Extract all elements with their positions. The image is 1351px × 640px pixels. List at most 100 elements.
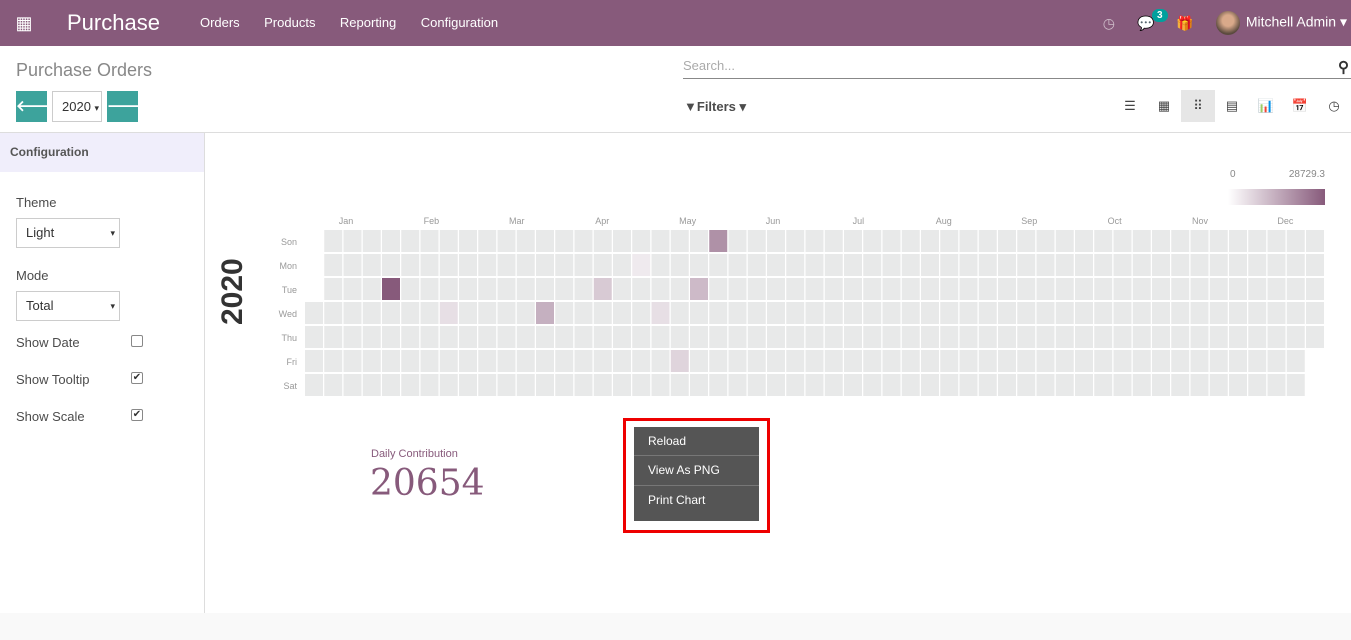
heatmap-cell xyxy=(1094,302,1113,324)
heatmap-cell xyxy=(401,254,420,276)
heatmap-cell xyxy=(1267,350,1286,372)
filter-icon: ▼ xyxy=(684,99,697,114)
messages-icon[interactable]: 💬 3 xyxy=(1137,8,1168,32)
heatmap-cell xyxy=(1171,254,1190,276)
heatmap-cell xyxy=(439,302,458,324)
menu-configuration[interactable]: Configuration xyxy=(420,15,499,30)
graph-view-icon[interactable]: 📊 xyxy=(1257,98,1275,113)
heatmap-cell xyxy=(324,326,343,348)
next-year-button[interactable]: 🡒 xyxy=(107,91,147,122)
heatmap-cell xyxy=(747,302,766,324)
heatmap-cell xyxy=(786,326,805,348)
heatmap-view-icon[interactable]: ⠿ xyxy=(1181,90,1215,122)
heatmap-cell xyxy=(497,230,516,252)
gift-icon[interactable]: 🎁 xyxy=(1176,14,1194,31)
user-menu[interactable]: Mitchell Admin ▾ xyxy=(1215,11,1347,35)
heatmap-cell xyxy=(439,350,458,372)
menu-orders[interactable]: Orders xyxy=(199,15,240,30)
heatmap-cell xyxy=(747,374,766,396)
heatmap-cell xyxy=(439,326,458,348)
heatmap-cell xyxy=(824,230,843,252)
year-select[interactable]: 2020 ▾ xyxy=(52,91,102,122)
heatmap-cell xyxy=(1171,230,1190,252)
calendar-view-icon[interactable]: 📅 xyxy=(1291,98,1309,113)
heatmap-cell xyxy=(1055,302,1074,324)
activity-clock-icon[interactable]: ◷ xyxy=(1102,14,1115,31)
list-view-icon[interactable]: ☰ xyxy=(1124,98,1136,113)
heatmap-cell xyxy=(593,278,612,300)
heatmap-cell xyxy=(690,302,708,324)
heatmap-cell xyxy=(1017,350,1036,372)
heatmap-cell xyxy=(1055,230,1074,252)
heatmap-cell xyxy=(1286,374,1305,396)
search-icon[interactable]: ⚲ xyxy=(1338,59,1349,76)
heatmap-cell xyxy=(613,302,631,324)
heatmap-cell xyxy=(959,254,978,276)
heatmap-cell xyxy=(1113,254,1132,276)
heatmap-cell xyxy=(574,230,593,252)
heatmap-cell xyxy=(767,254,785,276)
heatmap-cell xyxy=(420,278,439,300)
top-navbar: ▦ Purchase Orders Products Reporting Con… xyxy=(0,0,1351,46)
show-date-checkbox[interactable] xyxy=(131,335,143,347)
heatmap-cell xyxy=(324,230,343,252)
heatmap-cell xyxy=(1286,302,1305,324)
heatmap-cell xyxy=(305,326,323,348)
heatmap-cell xyxy=(613,254,631,276)
heatmap-cell xyxy=(709,254,728,276)
heatmap-cell xyxy=(1306,254,1324,276)
daily-contribution-value: 20654 xyxy=(370,463,485,504)
heatmap-cell xyxy=(651,254,670,276)
heatmap-cell xyxy=(1306,326,1324,348)
kanban-view-icon[interactable]: ▦ xyxy=(1157,98,1171,113)
menu-products[interactable]: Products xyxy=(264,15,316,30)
heatmap-cell xyxy=(555,350,574,372)
heatmap-cell xyxy=(478,254,497,276)
heatmap-cell xyxy=(959,350,978,372)
heatmap-cell xyxy=(921,350,939,372)
apps-menu-icon[interactable]: ▦ xyxy=(15,12,33,33)
heatmap-cell xyxy=(940,230,959,252)
month-label: May xyxy=(679,216,697,226)
show-tooltip-checkbox[interactable]: ✔ xyxy=(131,372,143,384)
heatmap-cell xyxy=(1075,302,1093,324)
heatmap-cell xyxy=(1036,230,1055,252)
heatmap-cell xyxy=(1055,326,1074,348)
heatmap-cell xyxy=(1190,302,1209,324)
heatmap-cell xyxy=(420,230,439,252)
heatmap-cell xyxy=(901,278,920,300)
mode-select[interactable]: Total xyxy=(16,291,120,321)
heatmap-cell xyxy=(882,230,901,252)
heatmap-cell xyxy=(940,278,959,300)
heatmap-cell xyxy=(343,278,362,300)
menu-item-reload[interactable]: Reload xyxy=(634,427,759,457)
heatmap-cell xyxy=(382,278,400,300)
heatmap-cell xyxy=(1017,302,1036,324)
heatmap-cell xyxy=(1286,230,1305,252)
heatmap-cell xyxy=(1171,302,1190,324)
heatmap-cell xyxy=(1055,350,1074,372)
prev-year-button[interactable]: 🡐 xyxy=(16,91,56,122)
heatmap-cell xyxy=(1267,326,1286,348)
day-label: Wed xyxy=(279,309,297,319)
theme-select[interactable]: Light xyxy=(16,218,120,248)
heatmap-cell xyxy=(1229,326,1247,348)
heatmap-cell xyxy=(382,350,400,372)
heatmap-chart: 2020 0 28729.3 Son Mon Tue Wed Thu Fri Sat Jan F… xyxy=(216,169,1325,396)
heatmap-cell xyxy=(863,326,882,348)
heatmap-cell xyxy=(901,302,920,324)
heatmap-cell xyxy=(478,278,497,300)
search-input[interactable]: Search... ⚲ xyxy=(683,58,1351,79)
heatmap-cell xyxy=(613,278,631,300)
heatmap-cell xyxy=(343,374,362,396)
heatmap-cell xyxy=(921,374,939,396)
show-scale-checkbox[interactable]: ✔ xyxy=(131,409,143,421)
filters-button[interactable]: ▼Filters ▾ xyxy=(684,99,747,114)
menu-reporting[interactable]: Reporting xyxy=(339,15,397,30)
pivot-view-icon[interactable]: ▤ xyxy=(1225,98,1239,113)
heatmap-cell xyxy=(1113,350,1132,372)
activity-view-icon[interactable]: ◷ xyxy=(1328,98,1340,113)
heatmap-cell xyxy=(305,350,323,372)
menu-item-print-chart[interactable]: Print Chart xyxy=(648,492,706,507)
menu-item-view-as-png[interactable]: View As PNG xyxy=(634,456,759,486)
